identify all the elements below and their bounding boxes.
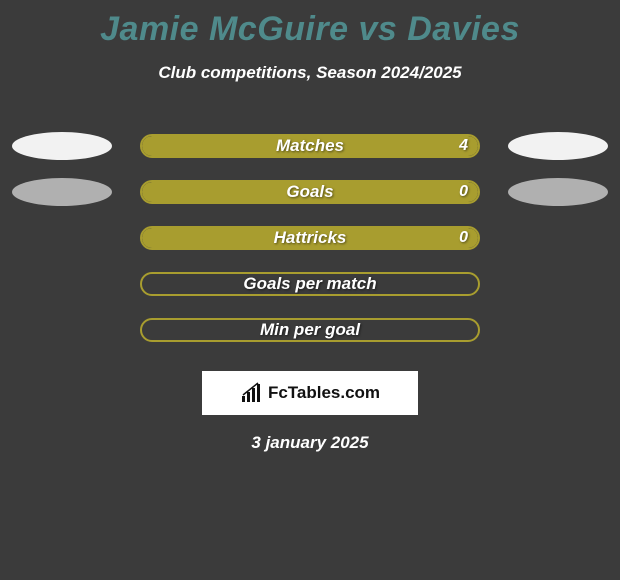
stat-bar: Min per goal: [140, 318, 480, 342]
stat-row: Goals per match: [0, 261, 620, 307]
stat-label: Matches: [276, 136, 344, 156]
stat-row: Min per goal: [0, 307, 620, 353]
subtitle: Club competitions, Season 2024/2025: [0, 63, 620, 83]
stat-row: Hattricks 0: [0, 215, 620, 261]
stat-label: Min per goal: [260, 320, 360, 340]
stat-row: Matches 4: [0, 123, 620, 169]
stat-rows: Matches 4 Goals 0 Hattricks 0 Goals per match M…: [0, 123, 620, 353]
stat-label: Hattricks: [274, 228, 347, 248]
stat-bar: Matches 4: [140, 134, 480, 158]
date-text: 3 january 2025: [0, 433, 620, 453]
stat-label: Goals per match: [243, 274, 376, 294]
source-badge: FcTables.com: [202, 371, 418, 415]
right-ellipse: [508, 132, 608, 160]
stat-value: 0: [459, 183, 468, 201]
right-ellipse: [508, 178, 608, 206]
stat-label: Goals: [286, 182, 333, 202]
bar-chart-icon: [240, 382, 262, 404]
stat-bar: Hattricks 0: [140, 226, 480, 250]
left-ellipse: [12, 178, 112, 206]
stat-row: Goals 0: [0, 169, 620, 215]
badge-text: FcTables.com: [268, 383, 380, 403]
stat-bar: Goals 0: [140, 180, 480, 204]
stat-value: 0: [459, 229, 468, 247]
main-title: Jamie McGuire vs Davies: [0, 0, 620, 49]
left-ellipse: [12, 132, 112, 160]
stat-bar: Goals per match: [140, 272, 480, 296]
stat-value: 4: [459, 137, 468, 155]
